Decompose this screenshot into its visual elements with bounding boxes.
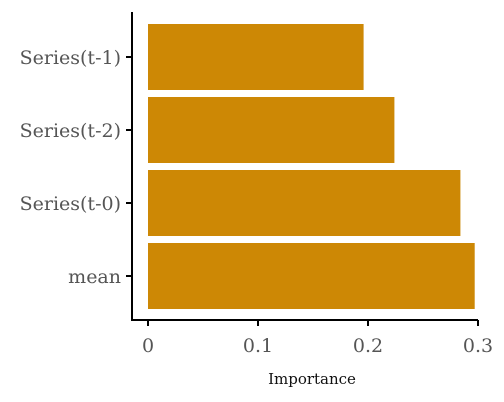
y-tick-label: Series(t-1) bbox=[20, 47, 121, 69]
bar-series-t-2 bbox=[148, 97, 395, 163]
y-axis-ticks: Series(t-1) Series(t-2) Series(t-0) mean bbox=[20, 47, 132, 288]
x-tick-label: 0 bbox=[142, 335, 154, 357]
bar-mean bbox=[148, 243, 475, 309]
bars-group bbox=[148, 24, 475, 309]
bar-series-t-0 bbox=[148, 170, 461, 236]
bar-series-t-1 bbox=[148, 24, 364, 90]
x-axis-title: Importance bbox=[268, 370, 356, 388]
y-tick-label: Series(t-0) bbox=[20, 193, 121, 215]
x-axis-ticks: 0 0.1 0.2 0.3 bbox=[142, 320, 493, 357]
y-tick-label: mean bbox=[68, 266, 121, 288]
x-tick-label: 0.3 bbox=[463, 335, 493, 357]
x-tick-label: 0.2 bbox=[353, 335, 383, 357]
x-tick-label: 0.1 bbox=[243, 335, 273, 357]
y-tick-label: Series(t-2) bbox=[20, 120, 121, 142]
